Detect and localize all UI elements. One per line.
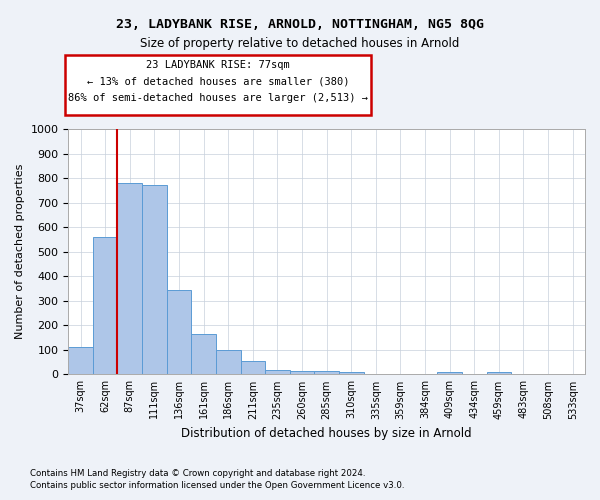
Text: ← 13% of detached houses are smaller (380): ← 13% of detached houses are smaller (38… [87, 76, 349, 86]
Text: 23 LADYBANK RISE: 77sqm: 23 LADYBANK RISE: 77sqm [146, 60, 290, 70]
Bar [93, 237, 118, 374]
Bar [487, 372, 511, 374]
Text: Contains HM Land Registry data © Crown copyright and database right 2024.: Contains HM Land Registry data © Crown c… [30, 468, 365, 477]
Text: 23, LADYBANK RISE, ARNOLD, NOTTINGHAM, NG5 8QG: 23, LADYBANK RISE, ARNOLD, NOTTINGHAM, N… [116, 18, 484, 30]
Bar [118, 184, 142, 374]
Bar [191, 334, 216, 374]
Text: Contains public sector information licensed under the Open Government Licence v3: Contains public sector information licen… [30, 481, 404, 490]
X-axis label: Distribution of detached houses by size in Arnold: Distribution of detached houses by size … [181, 427, 472, 440]
Y-axis label: Number of detached properties: Number of detached properties [15, 164, 25, 340]
Text: Size of property relative to detached houses in Arnold: Size of property relative to detached ho… [140, 38, 460, 51]
Bar [314, 370, 339, 374]
Bar [142, 186, 167, 374]
Text: 86% of semi-detached houses are larger (2,513) →: 86% of semi-detached houses are larger (… [68, 93, 368, 103]
Bar [339, 372, 364, 374]
Bar [437, 372, 462, 374]
Bar [290, 370, 314, 374]
Bar [265, 370, 290, 374]
Bar [68, 347, 93, 374]
Bar [216, 350, 241, 374]
Bar [241, 362, 265, 374]
Bar [167, 290, 191, 374]
